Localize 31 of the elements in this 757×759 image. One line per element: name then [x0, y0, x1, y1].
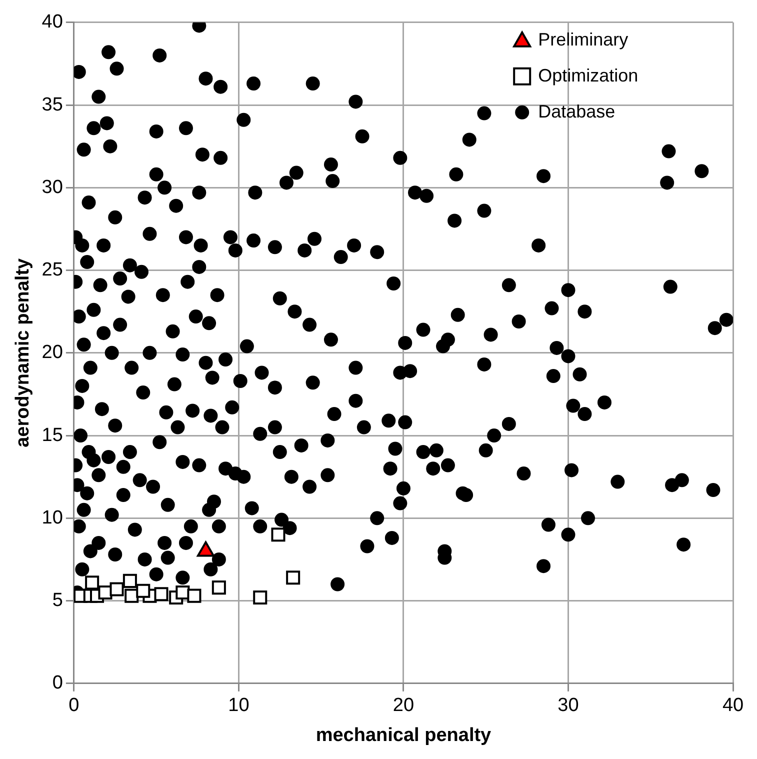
legend-label: Database [538, 101, 616, 122]
y-axis-title: aerodynamic penalty [12, 258, 34, 448]
x-tick-label: 30 [558, 695, 579, 716]
x-axis-title: mechanical penalty [316, 724, 492, 746]
y-tick-label: 30 [42, 176, 63, 198]
y-tick-label: 0 [52, 672, 63, 694]
point [85, 576, 100, 590]
point [122, 574, 137, 588]
point [154, 587, 168, 602]
point [187, 588, 202, 603]
y-tick-label: 40 [42, 12, 63, 33]
legend-label: Optimization [538, 65, 638, 86]
y-tick-label: 5 [52, 590, 63, 612]
legend-label: Preliminary [538, 29, 628, 50]
point [98, 586, 112, 600]
point [286, 570, 300, 585]
point [253, 590, 268, 604]
y-tick-label: 25 [42, 260, 63, 281]
point [212, 580, 226, 595]
y-tick-label: 20 [42, 342, 63, 364]
x-tick-label: 40 [722, 695, 744, 716]
point [124, 588, 139, 603]
y-tick-label: 10 [42, 507, 63, 528]
x-tick-label: 0 [68, 695, 80, 716]
y-tick-label: 35 [42, 94, 63, 116]
x-tick-label: 10 [228, 695, 250, 716]
y-tick-label: 15 [42, 424, 63, 446]
point [110, 582, 124, 596]
point [136, 584, 150, 598]
x-tick-label: 20 [392, 695, 414, 716]
point [271, 528, 286, 542]
